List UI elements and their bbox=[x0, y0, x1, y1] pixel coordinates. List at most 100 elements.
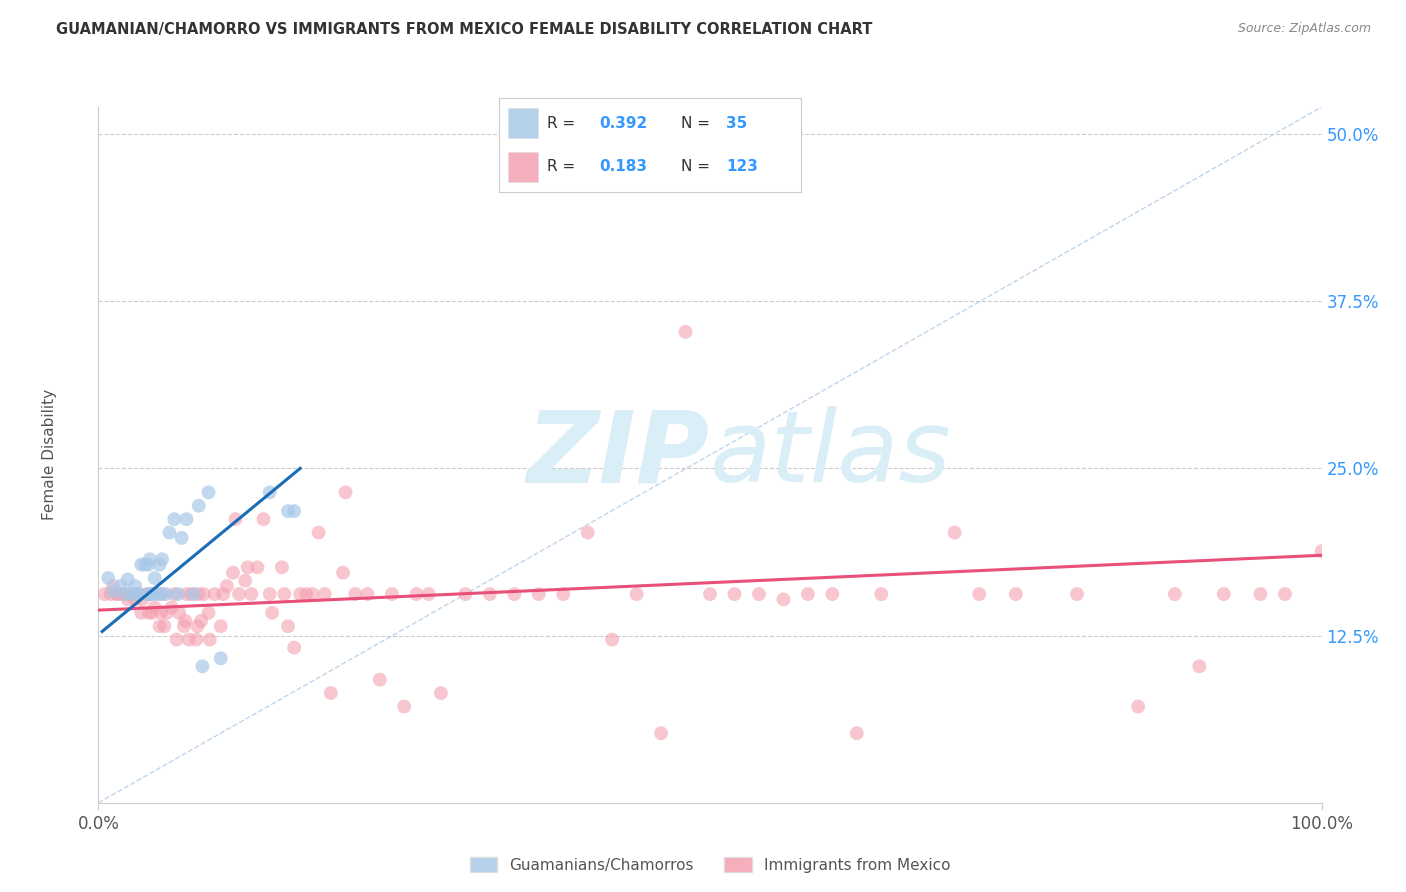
Point bbox=[138, 606, 160, 620]
Point bbox=[166, 632, 188, 647]
Point bbox=[209, 651, 232, 665]
Point bbox=[97, 571, 120, 585]
Bar bbox=[508, 109, 538, 138]
Point bbox=[117, 592, 139, 607]
Point bbox=[121, 587, 143, 601]
Point bbox=[111, 587, 134, 601]
Point bbox=[699, 587, 721, 601]
Point bbox=[128, 587, 150, 601]
Point bbox=[262, 606, 284, 620]
Point bbox=[107, 587, 129, 601]
Point bbox=[381, 587, 404, 601]
Point bbox=[193, 587, 215, 601]
Text: ZIP: ZIP bbox=[527, 407, 710, 503]
Point bbox=[180, 587, 202, 601]
Point bbox=[138, 558, 160, 572]
Point bbox=[273, 587, 295, 601]
Point bbox=[101, 584, 124, 599]
Point bbox=[187, 587, 209, 601]
Point bbox=[170, 531, 193, 545]
Point bbox=[723, 587, 745, 601]
Point bbox=[150, 587, 173, 601]
Legend: Guamanians/Chamorros, Immigrants from Mexico: Guamanians/Chamorros, Immigrants from Me… bbox=[464, 851, 956, 879]
Point bbox=[259, 587, 281, 601]
Point bbox=[176, 512, 198, 526]
Point bbox=[149, 606, 172, 620]
Text: 0.392: 0.392 bbox=[599, 116, 647, 131]
Point bbox=[295, 587, 318, 601]
Y-axis label: Female Disability: Female Disability bbox=[42, 389, 58, 521]
Point bbox=[277, 504, 299, 518]
Point bbox=[143, 571, 166, 585]
Point bbox=[167, 587, 190, 601]
Point bbox=[772, 592, 794, 607]
Point bbox=[1249, 587, 1271, 601]
Point bbox=[332, 566, 354, 580]
Point bbox=[101, 579, 124, 593]
Point bbox=[1004, 587, 1026, 601]
Point bbox=[748, 587, 770, 601]
Point bbox=[149, 587, 172, 601]
Point bbox=[127, 587, 149, 601]
Text: 0.183: 0.183 bbox=[599, 159, 647, 174]
Point bbox=[626, 587, 648, 601]
Point bbox=[527, 587, 550, 601]
Text: GUAMANIAN/CHAMORRO VS IMMIGRANTS FROM MEXICO FEMALE DISABILITY CORRELATION CHART: GUAMANIAN/CHAMORRO VS IMMIGRANTS FROM ME… bbox=[56, 22, 873, 37]
Point bbox=[120, 587, 142, 601]
Text: R =: R = bbox=[547, 116, 575, 131]
Point bbox=[129, 606, 152, 620]
Point bbox=[368, 673, 391, 687]
Point bbox=[174, 614, 197, 628]
Point bbox=[277, 619, 299, 633]
Text: atlas: atlas bbox=[710, 407, 952, 503]
Point bbox=[1212, 587, 1234, 601]
Point bbox=[252, 512, 274, 526]
Point bbox=[392, 699, 416, 714]
Point bbox=[141, 587, 163, 601]
Point bbox=[114, 587, 136, 601]
Point bbox=[1310, 544, 1333, 558]
Point bbox=[356, 587, 378, 601]
Point bbox=[314, 587, 336, 601]
Point bbox=[183, 587, 205, 601]
Point bbox=[209, 619, 232, 633]
Point bbox=[139, 552, 162, 566]
Point bbox=[290, 587, 312, 601]
Point bbox=[1188, 659, 1211, 673]
Point bbox=[149, 619, 172, 633]
Point bbox=[121, 587, 143, 601]
Point bbox=[1164, 587, 1187, 601]
Text: R =: R = bbox=[547, 159, 575, 174]
Point bbox=[675, 325, 697, 339]
Text: N =: N = bbox=[681, 159, 710, 174]
Point bbox=[129, 558, 152, 572]
Point bbox=[418, 587, 440, 601]
Text: Source: ZipAtlas.com: Source: ZipAtlas.com bbox=[1237, 22, 1371, 36]
Point bbox=[576, 525, 599, 540]
Point bbox=[215, 579, 238, 593]
Point bbox=[228, 587, 250, 601]
Point bbox=[160, 600, 183, 615]
Point bbox=[240, 587, 263, 601]
Point bbox=[134, 558, 156, 572]
Point bbox=[117, 573, 139, 587]
Point bbox=[136, 587, 159, 601]
Point bbox=[1128, 699, 1150, 714]
Point bbox=[335, 485, 357, 500]
Point bbox=[150, 552, 173, 566]
Point bbox=[246, 560, 269, 574]
Point bbox=[319, 686, 342, 700]
Point bbox=[259, 485, 281, 500]
Point bbox=[190, 614, 212, 628]
Point bbox=[204, 587, 226, 601]
Text: N =: N = bbox=[681, 116, 710, 131]
Point bbox=[454, 587, 477, 601]
Point bbox=[430, 686, 453, 700]
Point bbox=[821, 587, 844, 601]
Point bbox=[1066, 587, 1088, 601]
Point bbox=[186, 632, 208, 647]
Bar bbox=[508, 153, 538, 183]
Text: 35: 35 bbox=[725, 116, 747, 131]
Point bbox=[224, 512, 246, 526]
Point bbox=[283, 504, 305, 518]
